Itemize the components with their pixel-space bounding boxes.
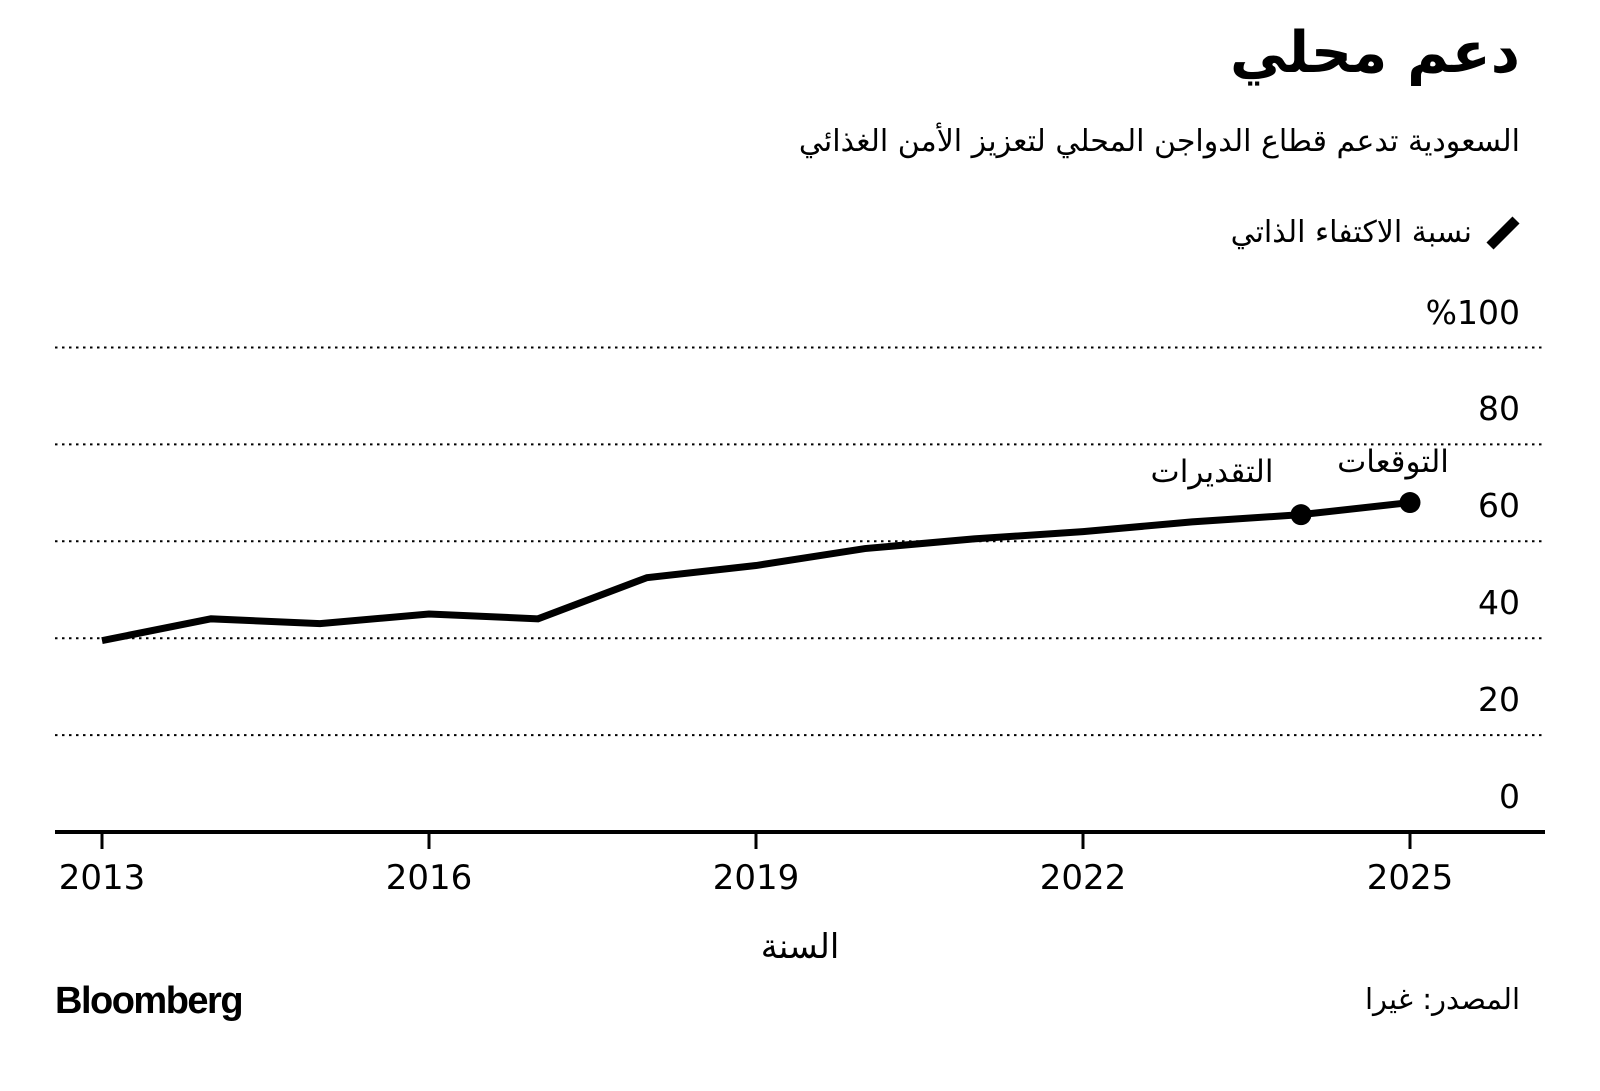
data-dot-2024 — [1290, 504, 1312, 526]
x-tick-label-2022: 2022 — [1039, 858, 1127, 898]
y-tick-label-40: 40 — [1478, 583, 1520, 623]
y-tick-label-100: %100 — [1425, 292, 1520, 332]
chart-title: دعم محلي — [1229, 20, 1520, 86]
source-note: المصدر: غيرا — [1365, 982, 1520, 1016]
x-tick-label-2019: 2019 — [712, 858, 800, 898]
x-tick-label-2025: 2025 — [1366, 858, 1454, 898]
bloomberg-logo: Bloomberg — [55, 980, 244, 1022]
plot-area — [55, 346, 1545, 849]
legend: نسبة الاكتفاء الذاتي — [1231, 215, 1520, 250]
legend-label: نسبة الاكتفاء الذاتي — [1230, 215, 1472, 250]
y-tick-label-80: 80 — [1478, 389, 1520, 429]
x-axis-title: السنة — [760, 927, 840, 967]
chart-subtitle: السعودية تدعم قطاع الدواجن المحلي لتعزيز… — [798, 124, 1520, 159]
line-series-marker-icon — [1486, 215, 1520, 250]
self-sufficiency-line — [101, 499, 1411, 645]
x-tick-label-2016: 2016 — [385, 858, 473, 898]
data-dot-2025 — [1399, 492, 1421, 514]
y-tick-label-20: 20 — [1478, 680, 1520, 720]
x-tick-label-2013: 2013 — [58, 858, 146, 898]
y-tick-label-0: 0 — [1499, 777, 1520, 816]
annotation-estimates: التقديرات — [1150, 453, 1274, 490]
annotation-forecasts: التوقعات — [1337, 443, 1449, 480]
y-tick-label-60: 60 — [1478, 486, 1520, 526]
